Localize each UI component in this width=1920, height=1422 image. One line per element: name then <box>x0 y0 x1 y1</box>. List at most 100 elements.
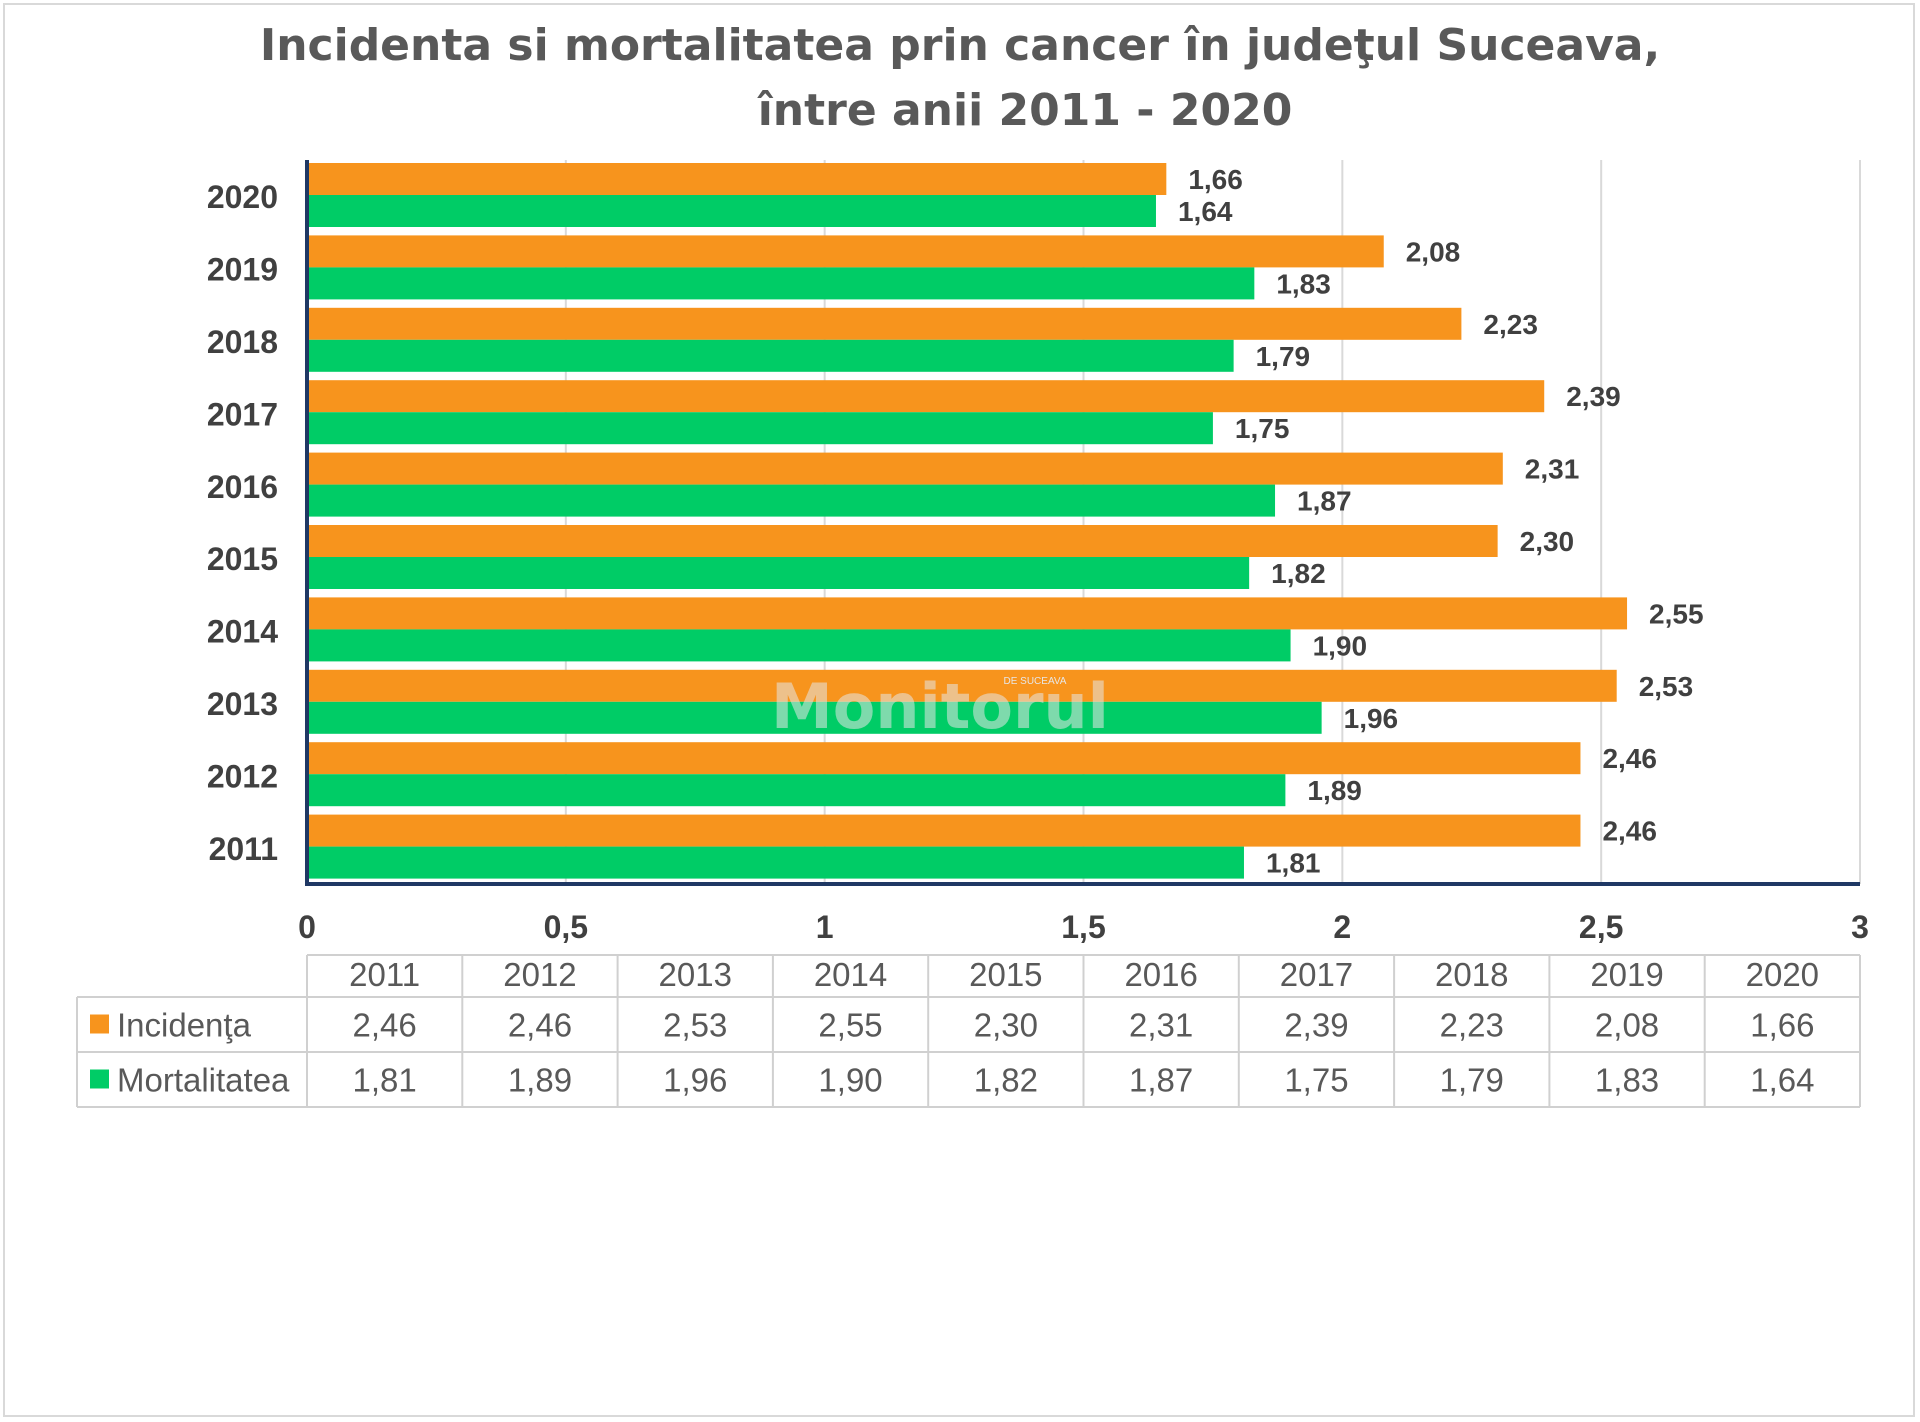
x-tick-label: 1,5 <box>1061 909 1105 945</box>
y-tick-label: 2014 <box>207 614 278 650</box>
table-cell: 1,83 <box>1595 1062 1659 1099</box>
table-cell: 1,96 <box>663 1062 727 1099</box>
y-axis-labels: 2011 2012 2013 2014 2015 2016 2017 2018 2019 2020 <box>207 179 278 867</box>
x-axis-labels: 0 0,5 1 1,5 2 2,5 3 <box>298 909 1869 945</box>
bar-mortalitatea <box>307 701 1322 734</box>
data-label: 2,46 <box>1602 743 1657 774</box>
data-label: 2,39 <box>1566 381 1621 412</box>
bar-incidenta <box>307 307 1462 340</box>
table-cell: 2,53 <box>663 1007 727 1044</box>
table-cell: 2,23 <box>1440 1007 1504 1044</box>
y-tick-label: 2013 <box>207 686 278 722</box>
bars <box>307 163 1628 879</box>
table-header-cell: 2011 <box>349 956 420 993</box>
table-cell: 2,08 <box>1595 1007 1659 1044</box>
table-header-cell: 2016 <box>1124 956 1197 993</box>
data-label: 2,55 <box>1649 598 1704 629</box>
bar-mortalitatea <box>307 774 1286 807</box>
table-cell: 1,87 <box>1129 1062 1193 1099</box>
x-tick-label: 1 <box>816 909 834 945</box>
table-cell: 1,64 <box>1750 1062 1814 1099</box>
bar-incidenta <box>307 814 1581 847</box>
bar-mortalitatea <box>307 267 1255 300</box>
table-cell: 1,75 <box>1284 1062 1348 1099</box>
data-label: 2,23 <box>1483 309 1538 340</box>
bar-incidenta <box>307 525 1498 557</box>
x-tick-label: 2,5 <box>1579 909 1623 945</box>
data-label: 1,82 <box>1271 558 1326 589</box>
x-tick-label: 2 <box>1333 909 1351 945</box>
table-cell: 1,79 <box>1440 1062 1504 1099</box>
bar-mortalitatea <box>307 484 1276 517</box>
data-label: 2,46 <box>1602 816 1657 847</box>
x-tick-label: 0 <box>298 909 316 945</box>
data-label: 2,08 <box>1406 236 1461 267</box>
y-tick-label: 2015 <box>207 541 278 577</box>
x-tick-label: 3 <box>1851 909 1869 945</box>
bar-incidenta <box>307 669 1617 702</box>
data-label: 2,30 <box>1520 526 1575 557</box>
x-tick-label: 0,5 <box>544 909 588 945</box>
bar-mortalitatea <box>307 339 1234 372</box>
legend-label: Mortalitatea <box>117 1062 290 1099</box>
table-cell: 2,30 <box>974 1007 1038 1044</box>
table-cell: 1,82 <box>974 1062 1038 1099</box>
data-label: 1,81 <box>1266 848 1321 879</box>
bar-incidenta <box>307 597 1628 630</box>
table-cell: 2,55 <box>818 1007 882 1044</box>
legend-label: Incidenţa <box>117 1007 252 1044</box>
data-label: 1,83 <box>1276 268 1331 299</box>
table-header-cell: 2015 <box>969 956 1042 993</box>
y-tick-label: 2011 <box>209 831 278 867</box>
y-tick-label: 2018 <box>207 324 278 360</box>
data-label: 1,87 <box>1297 486 1352 517</box>
table-cell: 1,66 <box>1750 1007 1814 1044</box>
y-tick-label: 2020 <box>207 179 278 215</box>
legend-key <box>90 1069 109 1089</box>
data-label: 2,53 <box>1639 671 1694 702</box>
bar-mortalitatea <box>307 629 1291 662</box>
data-label: 1,64 <box>1178 196 1233 227</box>
table-header-cell: 2012 <box>503 956 576 993</box>
watermark: Monitorul <box>771 670 1109 743</box>
bar-incidenta <box>307 380 1545 413</box>
chart-title: Incidenta si mortalitatea prin cancer în… <box>260 20 1660 71</box>
table-header-cell: 2018 <box>1435 956 1508 993</box>
bar-incidenta <box>307 452 1503 485</box>
bar-mortalitatea <box>307 412 1213 445</box>
bar-incidenta <box>307 235 1384 268</box>
bar-mortalitatea <box>307 846 1244 879</box>
axes <box>305 160 1860 886</box>
table-header-cell: 2020 <box>1746 956 1819 993</box>
table-cell: 2,46 <box>508 1007 572 1044</box>
y-tick-label: 2016 <box>207 469 278 505</box>
data-label: 1,90 <box>1313 630 1368 661</box>
table-cell: 2,46 <box>353 1007 417 1044</box>
data-table: 2011 2012 2013 2014 2015 2016 2017 2018 2019 2020… <box>76 954 1861 1108</box>
table-cell: 1,90 <box>818 1062 882 1099</box>
table-cell: 1,89 <box>508 1062 572 1099</box>
data-label: 1,79 <box>1256 341 1311 372</box>
data-label: 2,31 <box>1525 454 1580 485</box>
bar-incidenta <box>307 742 1581 775</box>
table-header-cell: 2017 <box>1280 956 1353 993</box>
table-header-cell: 2014 <box>814 956 887 993</box>
table-header-cell: 2013 <box>659 956 732 993</box>
data-labels: 2,46 1,81 2,46 1,89 2,53 1,96 2,55 1,90 2,30 1,82… <box>1178 164 1704 879</box>
table-header-cell: 2019 <box>1590 956 1663 993</box>
chart-subtitle: între anii 2011 - 2020 <box>757 85 1293 136</box>
chart-frame <box>3 3 1915 1417</box>
y-tick-label: 2012 <box>207 758 278 794</box>
data-label: 1,66 <box>1188 164 1243 195</box>
watermark-small: DE SUCEAVA <box>1004 676 1067 687</box>
data-label: 1,89 <box>1307 775 1362 806</box>
data-label: 1,96 <box>1344 703 1399 734</box>
bar-mortalitatea <box>307 195 1156 227</box>
legend-key <box>90 1014 109 1034</box>
table-cell: 2,31 <box>1129 1007 1193 1044</box>
y-tick-label: 2017 <box>207 396 278 432</box>
table-cell: 1,81 <box>353 1062 417 1099</box>
data-label: 1,75 <box>1235 413 1290 444</box>
table-cell: 2,39 <box>1284 1007 1348 1044</box>
